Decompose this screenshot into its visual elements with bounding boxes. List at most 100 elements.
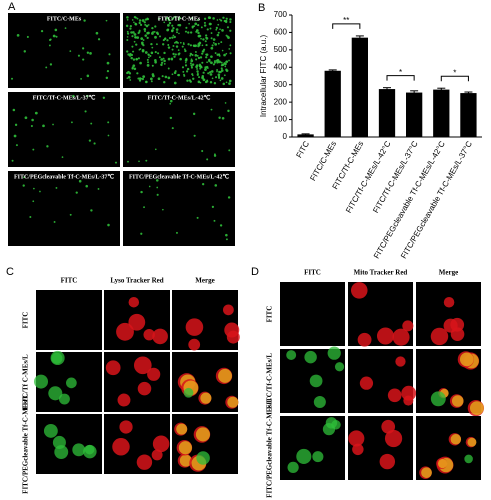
cell — [146, 31, 149, 35]
error-bar — [328, 69, 337, 72]
column-header: Lyso Tracker Red — [110, 277, 163, 285]
cell — [143, 328, 155, 341]
cell — [31, 118, 34, 122]
cell — [128, 54, 132, 57]
cell — [188, 338, 201, 351]
cell — [168, 37, 172, 40]
panel-label: D — [251, 266, 259, 278]
cell — [214, 184, 218, 187]
y-tick-label: 700 — [274, 10, 288, 19]
cell — [198, 41, 202, 45]
cell — [197, 31, 200, 35]
cell — [210, 37, 213, 40]
cell — [126, 18, 129, 21]
cell — [156, 32, 160, 36]
cell — [163, 62, 166, 65]
cell — [177, 49, 180, 52]
cell — [127, 75, 131, 79]
cell — [160, 63, 163, 67]
cell — [126, 50, 129, 53]
cell — [30, 125, 33, 128]
cell — [66, 377, 77, 389]
cell — [196, 19, 199, 22]
cell — [178, 52, 181, 55]
cell — [287, 461, 299, 473]
cell — [201, 183, 205, 186]
cell — [218, 368, 232, 383]
cell — [205, 34, 208, 37]
cell — [228, 149, 231, 152]
cell — [152, 435, 170, 453]
cell — [200, 26, 203, 29]
cell — [229, 44, 232, 47]
cell — [229, 52, 232, 55]
cell — [357, 332, 372, 347]
cell — [84, 110, 87, 113]
cell — [352, 443, 364, 456]
cell — [141, 19, 145, 22]
cell — [229, 20, 232, 24]
cell — [130, 31, 133, 34]
cell — [200, 37, 202, 40]
cell — [194, 54, 198, 57]
cell — [138, 21, 141, 25]
cell — [200, 392, 212, 404]
micrograph — [123, 171, 235, 246]
panel-label: B — [258, 2, 265, 14]
cell — [174, 53, 177, 56]
cell — [139, 48, 142, 51]
cell — [54, 445, 69, 460]
cell — [206, 28, 209, 31]
cell — [207, 72, 210, 75]
cell — [174, 15, 177, 19]
cell — [134, 22, 137, 25]
cell — [222, 82, 226, 86]
cell — [171, 17, 174, 20]
cell — [163, 59, 166, 63]
cell — [177, 41, 179, 44]
cell — [146, 58, 149, 61]
cell — [86, 51, 90, 54]
significance-bracket — [386, 75, 415, 81]
cell — [23, 176, 26, 179]
cell — [182, 43, 185, 45]
cell — [159, 35, 161, 38]
cell — [141, 77, 145, 81]
cell — [189, 62, 192, 65]
cell — [131, 19, 134, 21]
cell — [83, 19, 86, 22]
cell — [421, 467, 432, 478]
cell — [229, 29, 232, 32]
cell — [178, 32, 180, 35]
cell — [402, 320, 414, 332]
cell — [135, 58, 138, 61]
cell — [167, 18, 171, 22]
cell — [215, 59, 218, 62]
image-label: FITC/Tf-C-MEs/L-37℃ — [33, 94, 96, 101]
x-tick-label: FITC — [294, 139, 311, 159]
cell — [206, 61, 208, 64]
cell — [133, 21, 135, 24]
y-axis-label: Intracellular FITC (a.u.) — [259, 35, 268, 118]
cell — [107, 223, 110, 227]
cell — [126, 30, 129, 33]
cell — [171, 24, 174, 27]
column-header: FITC — [304, 269, 321, 277]
cell — [168, 21, 172, 25]
cell — [29, 215, 32, 218]
cell — [163, 37, 167, 41]
y-tick-label: 200 — [274, 97, 288, 106]
cell — [176, 423, 188, 435]
cell — [129, 24, 132, 28]
cell — [167, 46, 171, 49]
cell — [171, 127, 174, 130]
cell — [130, 56, 133, 60]
cell — [348, 430, 365, 447]
cell — [387, 388, 402, 403]
cell — [223, 19, 226, 23]
cell — [222, 16, 225, 19]
cell — [136, 17, 139, 20]
cell — [193, 134, 196, 137]
cell — [145, 159, 148, 162]
image-label: FITC/PEGcleavable Tf-C-MEs/L-37℃ — [14, 173, 114, 180]
